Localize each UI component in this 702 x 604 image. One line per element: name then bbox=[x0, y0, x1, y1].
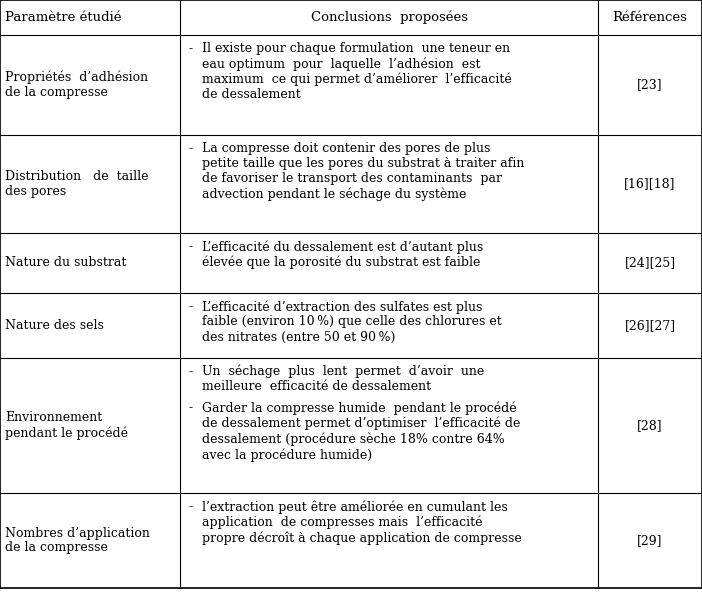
Text: L’efficacité d’extraction des sulfates est plus
faible (environ 10 %) que celle : L’efficacité d’extraction des sulfates e… bbox=[202, 300, 502, 344]
Text: Paramètre étudié: Paramètre étudié bbox=[5, 11, 121, 24]
Text: Conclusions  proposées: Conclusions proposées bbox=[311, 11, 468, 24]
Text: Nature des sels: Nature des sels bbox=[5, 319, 104, 332]
Text: [23]: [23] bbox=[637, 79, 663, 91]
Text: -: - bbox=[188, 401, 192, 414]
Text: -: - bbox=[188, 142, 192, 155]
Text: -: - bbox=[188, 240, 192, 253]
Text: -: - bbox=[188, 500, 192, 513]
Text: [26][27]: [26][27] bbox=[625, 319, 675, 332]
Text: L’efficacité du dessalement est d’autant plus
élevée que la porosité du substrat: L’efficacité du dessalement est d’autant… bbox=[202, 240, 484, 269]
Text: -: - bbox=[188, 300, 192, 313]
Text: Propriétés  d’adhésion
de la compresse: Propriétés d’adhésion de la compresse bbox=[5, 71, 148, 99]
Text: [29]: [29] bbox=[637, 534, 663, 547]
Text: La compresse doit contenir des pores de plus
petite taille que les pores du subs: La compresse doit contenir des pores de … bbox=[202, 142, 525, 201]
Text: [16][18]: [16][18] bbox=[624, 178, 676, 190]
Text: Références: Références bbox=[613, 11, 687, 24]
Text: Garder la compresse humide  pendant le procédé
de dessalement permet d’optimiser: Garder la compresse humide pendant le pr… bbox=[202, 401, 521, 461]
Text: [28]: [28] bbox=[637, 419, 663, 432]
Text: Environnement
pendant le procédé: Environnement pendant le procédé bbox=[5, 411, 128, 440]
Text: Nature du substrat: Nature du substrat bbox=[5, 257, 126, 269]
Text: Un  séchage  plus  lent  permet  d’avoir  une
meilleure  efficacité de dessaleme: Un séchage plus lent permet d’avoir une … bbox=[202, 365, 484, 393]
Text: -: - bbox=[188, 42, 192, 55]
Text: -: - bbox=[188, 365, 192, 378]
Text: Distribution   de  taille
des pores: Distribution de taille des pores bbox=[5, 170, 149, 198]
Text: l’extraction peut être améliorée en cumulant les
application  de compresses mais: l’extraction peut être améliorée en cumu… bbox=[202, 500, 522, 545]
Text: Il existe pour chaque formulation  une teneur en
eau optimum  pour  laquelle  l’: Il existe pour chaque formulation une te… bbox=[202, 42, 512, 101]
Text: Nombres d’application
de la compresse: Nombres d’application de la compresse bbox=[5, 527, 150, 554]
Text: [24][25]: [24][25] bbox=[625, 257, 675, 269]
